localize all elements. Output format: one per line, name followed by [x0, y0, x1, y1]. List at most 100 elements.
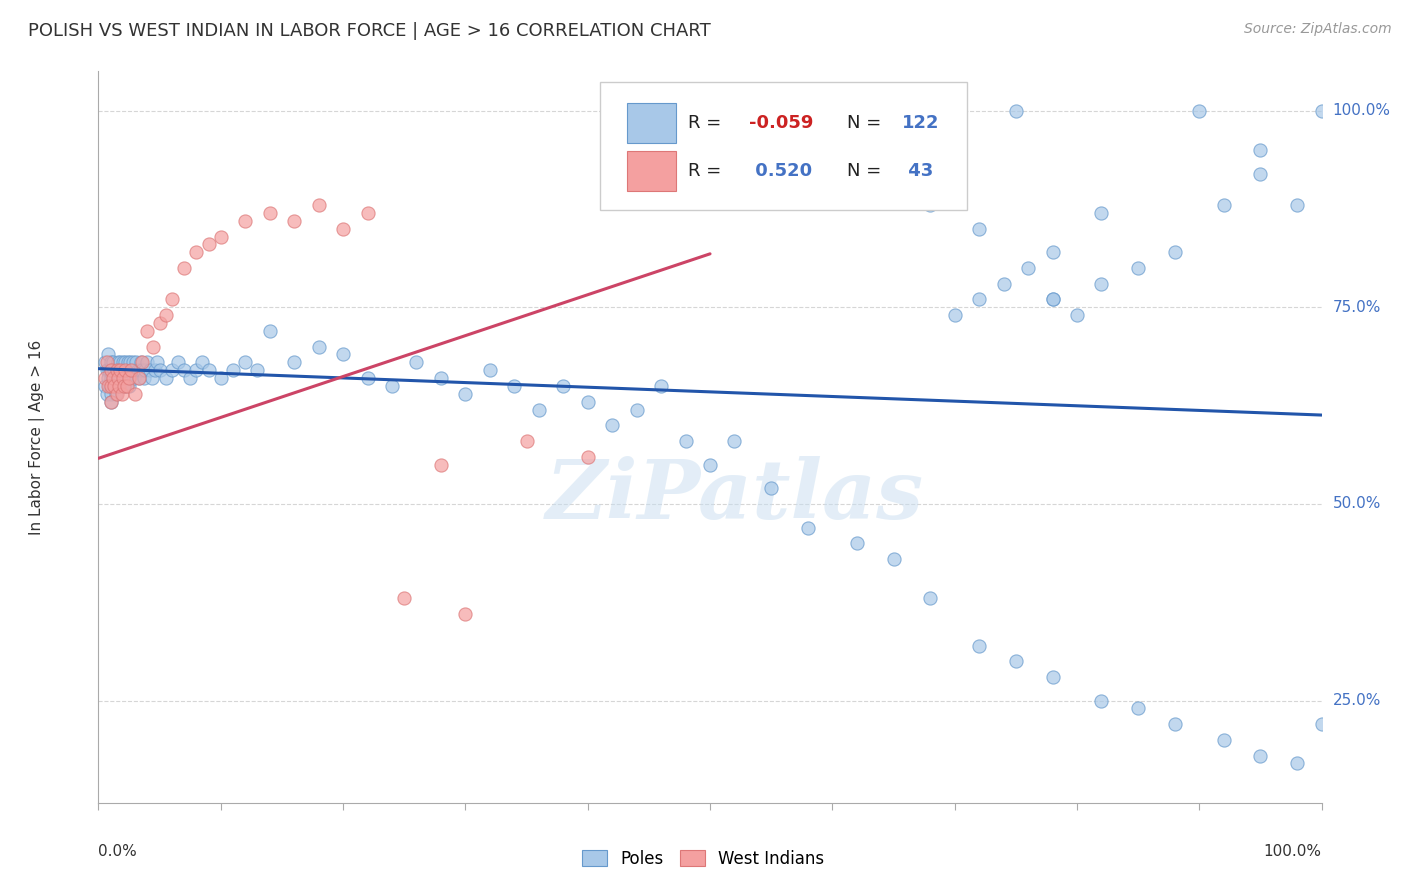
- Point: [93, 371, 115, 385]
- Point: [1066, 308, 1088, 322]
- Point: [101, 371, 124, 385]
- Point: [167, 355, 190, 369]
- Point: [761, 481, 783, 495]
- Point: [155, 308, 177, 322]
- Point: [120, 355, 142, 369]
- Point: [98, 379, 121, 393]
- Point: [233, 355, 256, 369]
- FancyBboxPatch shape: [627, 103, 676, 143]
- Point: [141, 371, 163, 385]
- Point: [259, 206, 281, 220]
- Point: [120, 363, 142, 377]
- Point: [967, 293, 990, 307]
- Point: [1004, 654, 1026, 668]
- Point: [723, 434, 745, 448]
- Point: [108, 379, 131, 393]
- Point: [100, 379, 122, 393]
- Point: [100, 363, 122, 377]
- Point: [111, 371, 134, 385]
- Point: [308, 340, 330, 354]
- Text: R =: R =: [688, 161, 727, 180]
- Text: 100.0%: 100.0%: [1264, 845, 1322, 860]
- Point: [101, 355, 124, 369]
- Text: In Labor Force | Age > 16: In Labor Force | Age > 16: [30, 340, 45, 534]
- Point: [1042, 293, 1064, 307]
- Text: 75.0%: 75.0%: [1333, 300, 1381, 315]
- Point: [186, 245, 208, 260]
- Point: [149, 363, 172, 377]
- Legend: Poles, West Indians: Poles, West Indians: [575, 844, 831, 875]
- FancyBboxPatch shape: [600, 82, 967, 211]
- Point: [108, 363, 131, 377]
- Point: [1017, 260, 1039, 275]
- Point: [576, 394, 599, 409]
- Point: [1090, 277, 1112, 291]
- Point: [121, 355, 143, 369]
- Point: [1042, 245, 1064, 260]
- Point: [797, 520, 820, 534]
- Point: [129, 355, 152, 369]
- Point: [100, 371, 122, 385]
- Point: [103, 363, 125, 377]
- Point: [308, 198, 330, 212]
- Point: [1249, 167, 1271, 181]
- Point: [114, 363, 136, 377]
- Point: [155, 371, 177, 385]
- Text: -0.059: -0.059: [749, 113, 814, 131]
- Point: [112, 379, 135, 393]
- Point: [1310, 103, 1333, 118]
- Point: [405, 355, 427, 369]
- Point: [454, 387, 477, 401]
- Text: 122: 122: [903, 113, 939, 131]
- Point: [883, 552, 905, 566]
- Text: POLISH VS WEST INDIAN IN LABOR FORCE | AGE > 16 CORRELATION CHART: POLISH VS WEST INDIAN IN LABOR FORCE | A…: [28, 22, 711, 40]
- Point: [967, 639, 990, 653]
- Point: [1128, 701, 1150, 715]
- Point: [186, 363, 208, 377]
- Text: 0.0%: 0.0%: [98, 845, 138, 860]
- Point: [146, 355, 169, 369]
- Point: [100, 363, 122, 377]
- Point: [139, 363, 162, 377]
- Point: [111, 355, 134, 369]
- Point: [114, 355, 136, 369]
- Text: 0.520: 0.520: [749, 161, 813, 180]
- Point: [332, 221, 354, 235]
- Point: [93, 355, 115, 369]
- Point: [576, 450, 599, 464]
- Point: [96, 355, 118, 369]
- Point: [103, 379, 125, 393]
- Point: [107, 371, 129, 385]
- Point: [111, 363, 134, 377]
- Point: [131, 363, 153, 377]
- Point: [115, 379, 138, 393]
- Point: [129, 363, 152, 377]
- Point: [1090, 693, 1112, 707]
- Point: [1164, 717, 1187, 731]
- Point: [110, 371, 132, 385]
- Point: [197, 363, 219, 377]
- Point: [114, 371, 136, 385]
- Point: [110, 363, 132, 377]
- Point: [332, 347, 354, 361]
- Point: [134, 363, 156, 377]
- Point: [131, 355, 153, 369]
- Point: [1212, 732, 1234, 747]
- Point: [111, 379, 134, 393]
- Point: [101, 371, 124, 385]
- Point: [143, 363, 166, 377]
- Point: [1286, 198, 1309, 212]
- Point: [128, 371, 150, 385]
- Point: [527, 402, 550, 417]
- Point: [191, 355, 214, 369]
- Point: [112, 379, 135, 393]
- Point: [93, 379, 115, 393]
- Text: 43: 43: [903, 161, 934, 180]
- Point: [197, 237, 219, 252]
- Point: [650, 379, 672, 393]
- Point: [920, 198, 942, 212]
- Point: [105, 363, 128, 377]
- Point: [115, 363, 138, 377]
- Point: [233, 214, 256, 228]
- Point: [115, 379, 138, 393]
